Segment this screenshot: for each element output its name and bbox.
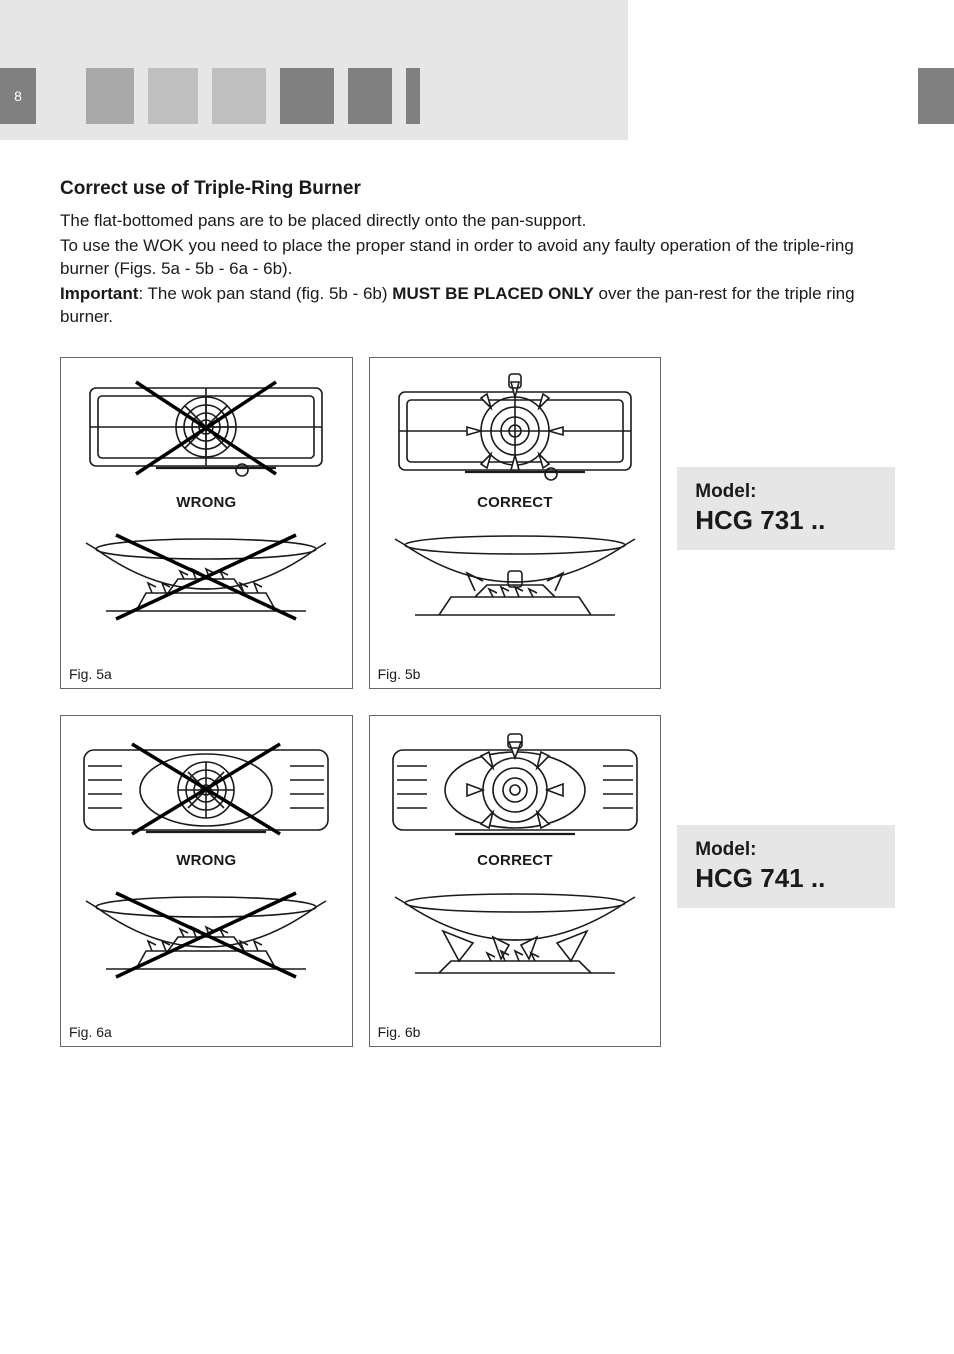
right-tab	[918, 68, 954, 124]
model-box: Model: HCG 731 ..	[677, 467, 895, 550]
content: Correct use of Triple-Ring Burner The fl…	[60, 178, 895, 1047]
header-block	[348, 68, 392, 124]
figure-label: Fig. 5a	[69, 666, 112, 682]
header-block	[86, 68, 134, 124]
figure-5a: WRONG Fig. 5a	[60, 357, 353, 689]
cooktop-correct-icon	[385, 726, 645, 846]
figure-5b: CORRECT Fig. 5b	[369, 357, 662, 689]
figure-row: WRONG Fig. 5a	[60, 357, 895, 689]
cooktop-wrong-icon	[76, 368, 336, 488]
correct-label: CORRECT	[477, 494, 553, 511]
correct-label: CORRECT	[477, 852, 553, 869]
model-title: Model:	[695, 481, 877, 503]
figure-6b: CORRECT Fig. 6b	[369, 715, 662, 1047]
model-box: Model: HCG 741 ..	[677, 825, 895, 908]
figure-label: Fig. 6a	[69, 1024, 112, 1040]
header-block	[212, 68, 266, 124]
header-block	[280, 68, 334, 124]
page-number: 8	[14, 88, 22, 104]
figure-label: Fig. 6b	[378, 1024, 421, 1040]
cooktop-wrong-icon	[76, 726, 336, 846]
figure-label: Fig. 5b	[378, 666, 421, 682]
paragraph: To use the WOK you need to place the pro…	[60, 235, 895, 281]
text: : The wok pan stand (fig. 5b - 6b)	[138, 284, 392, 303]
important-label: Important	[60, 284, 138, 303]
wok-wrong-icon	[76, 519, 336, 629]
figure-row: WRONG Fig. 6a	[60, 715, 895, 1047]
model-title: Model:	[695, 839, 877, 861]
model-value: HCG 731 ..	[695, 505, 877, 536]
paragraph: The flat-bottomed pans are to be placed …	[60, 210, 895, 233]
wok-correct-icon	[385, 519, 645, 629]
wrong-label: WRONG	[176, 494, 236, 511]
heading: Correct use of Triple-Ring Burner	[60, 178, 895, 200]
must-placed: MUST BE PLACED ONLY	[392, 284, 594, 303]
figure-6a: WRONG Fig. 6a	[60, 715, 353, 1047]
header-block	[148, 68, 198, 124]
cooktop-correct-icon	[385, 368, 645, 488]
wok-wrong-icon	[76, 877, 336, 987]
header-block	[406, 68, 420, 124]
page-number-box: 8	[0, 68, 36, 124]
wok-correct-icon	[385, 877, 645, 987]
model-value: HCG 741 ..	[695, 863, 877, 894]
paragraph: Important: The wok pan stand (fig. 5b - …	[60, 283, 895, 329]
header-blocks	[86, 68, 420, 124]
wrong-label: WRONG	[176, 852, 236, 869]
